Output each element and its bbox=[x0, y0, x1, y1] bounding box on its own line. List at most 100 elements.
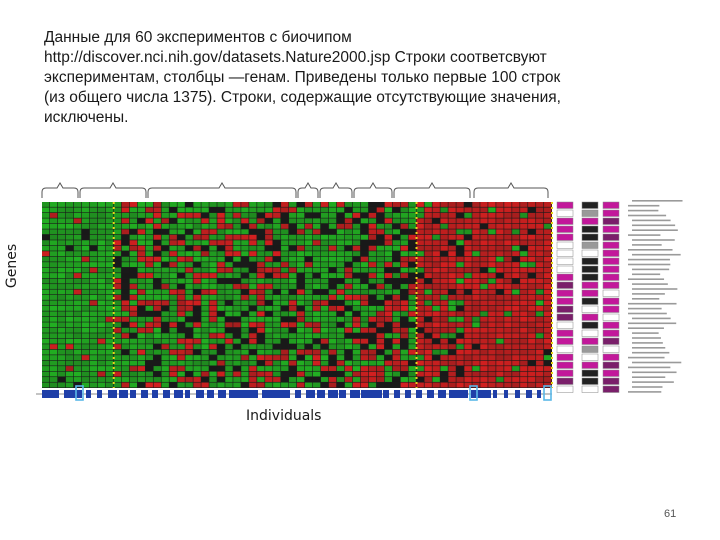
heatmap-cell bbox=[129, 338, 138, 344]
heatmap-cell bbox=[312, 262, 321, 268]
gene-name-line bbox=[628, 209, 659, 212]
heatmap-cell bbox=[376, 245, 385, 251]
heatmap-cell bbox=[73, 382, 82, 388]
heatmap-cell bbox=[376, 360, 385, 366]
heatmap-cell bbox=[217, 207, 225, 213]
heatmap-cell bbox=[42, 262, 50, 268]
heatmap-cell bbox=[440, 338, 448, 344]
heatmap-cell bbox=[328, 327, 337, 333]
heatmap-cell bbox=[233, 333, 241, 339]
heatmap-cell bbox=[201, 284, 209, 289]
individual-marker bbox=[295, 390, 301, 398]
heatmap-cell bbox=[193, 333, 201, 339]
heatmap-cell bbox=[89, 311, 98, 317]
heatmap-cell bbox=[512, 360, 520, 366]
heatmap-cell bbox=[153, 300, 161, 306]
heatmap-cell bbox=[336, 382, 345, 388]
heatmap-cell bbox=[49, 349, 58, 355]
heatmap-cell bbox=[320, 327, 329, 333]
heatmap-cell bbox=[456, 234, 464, 240]
heatmap-cell bbox=[432, 300, 440, 306]
heatmap-cell bbox=[65, 251, 74, 257]
heatmap-cell bbox=[201, 349, 209, 355]
heatmap-cell bbox=[193, 207, 201, 213]
heatmap-cell bbox=[368, 234, 377, 240]
heatmap-cell bbox=[233, 234, 241, 240]
heatmap-cell bbox=[488, 207, 496, 213]
heatmap-cell bbox=[528, 377, 536, 382]
heatmap-cell bbox=[201, 262, 209, 268]
heatmap-cell bbox=[528, 355, 536, 361]
heatmap-cell bbox=[281, 289, 289, 295]
heatmap-cell bbox=[81, 333, 90, 339]
heatmap-cell bbox=[113, 240, 122, 246]
heatmap-cell bbox=[536, 305, 544, 311]
heatmap-cell bbox=[432, 311, 440, 317]
heatmap-cell bbox=[121, 366, 130, 371]
heatmap-cell bbox=[129, 240, 138, 246]
heatmap-cell bbox=[89, 207, 98, 213]
heatmap-cell bbox=[121, 349, 130, 355]
individual-marker bbox=[460, 390, 468, 398]
heatmap-cell bbox=[512, 234, 520, 240]
heatmap-cell bbox=[424, 234, 432, 240]
heatmap-cell bbox=[65, 278, 74, 284]
heatmap-cell bbox=[225, 333, 233, 339]
heatmap-cell bbox=[217, 267, 225, 273]
heatmap-cell bbox=[241, 234, 249, 240]
heatmap-cell bbox=[376, 327, 385, 333]
heatmap-cell bbox=[336, 251, 345, 257]
heatmap-cell bbox=[113, 371, 122, 377]
heatmap-cell bbox=[281, 360, 289, 366]
heatmap-cell bbox=[464, 355, 472, 361]
heatmap-cell bbox=[432, 355, 440, 361]
heatmap-cell bbox=[289, 295, 297, 300]
heatmap-cell bbox=[297, 333, 305, 339]
heatmap-cell bbox=[368, 349, 377, 355]
heatmap-cell bbox=[312, 207, 321, 213]
heatmap-cell bbox=[456, 300, 464, 306]
heatmap-cell bbox=[544, 267, 552, 273]
heatmap-cell bbox=[201, 212, 209, 218]
heatmap-cell bbox=[42, 256, 50, 262]
heatmap-cell bbox=[273, 355, 281, 361]
heatmap-cell bbox=[480, 316, 488, 322]
heatmap-cell bbox=[304, 262, 313, 268]
heatmap-cell bbox=[137, 360, 145, 366]
heatmap-cell bbox=[57, 256, 66, 262]
heatmap-cell bbox=[65, 327, 74, 333]
heatmap-cell bbox=[520, 284, 528, 289]
heatmap-cell bbox=[73, 262, 82, 268]
heatmap-cell bbox=[360, 305, 369, 311]
heatmap-cell bbox=[81, 371, 90, 377]
heatmap-cell bbox=[360, 223, 369, 229]
caption-text: Строки соответсвуют bbox=[390, 49, 547, 66]
heatmap-cell bbox=[424, 360, 432, 366]
heatmap-cell bbox=[352, 322, 361, 328]
heatmap-cell bbox=[169, 360, 177, 366]
curly-bracket-icon bbox=[79, 182, 147, 198]
heatmap-cell bbox=[49, 218, 58, 224]
heatmap-cell bbox=[512, 245, 520, 251]
heatmap-cell bbox=[42, 240, 50, 246]
heatmap-cell bbox=[376, 322, 385, 328]
heatmap-cell bbox=[257, 218, 265, 224]
heatmap-cell bbox=[408, 245, 416, 251]
heatmap-cell bbox=[273, 295, 281, 300]
heatmap-cell bbox=[89, 333, 98, 339]
heatmap-cell bbox=[432, 284, 440, 289]
heatmap-cell bbox=[209, 360, 217, 366]
heatmap-cell bbox=[193, 256, 201, 262]
heatmap-cell bbox=[249, 212, 257, 218]
annotation-cell bbox=[556, 217, 574, 225]
heatmap-cell bbox=[416, 305, 424, 311]
heatmap-cell bbox=[336, 305, 345, 311]
individual-marker bbox=[75, 390, 82, 398]
heatmap-cell bbox=[153, 278, 161, 284]
heatmap-cell bbox=[520, 366, 528, 371]
heatmap-cell bbox=[488, 300, 496, 306]
heatmap-cell bbox=[360, 267, 369, 273]
dataset-link[interactable]: http://discover.nci.nih.gov/datasets.Nat… bbox=[44, 49, 391, 66]
heatmap-cell bbox=[97, 267, 106, 273]
heatmap-cell bbox=[336, 322, 345, 328]
